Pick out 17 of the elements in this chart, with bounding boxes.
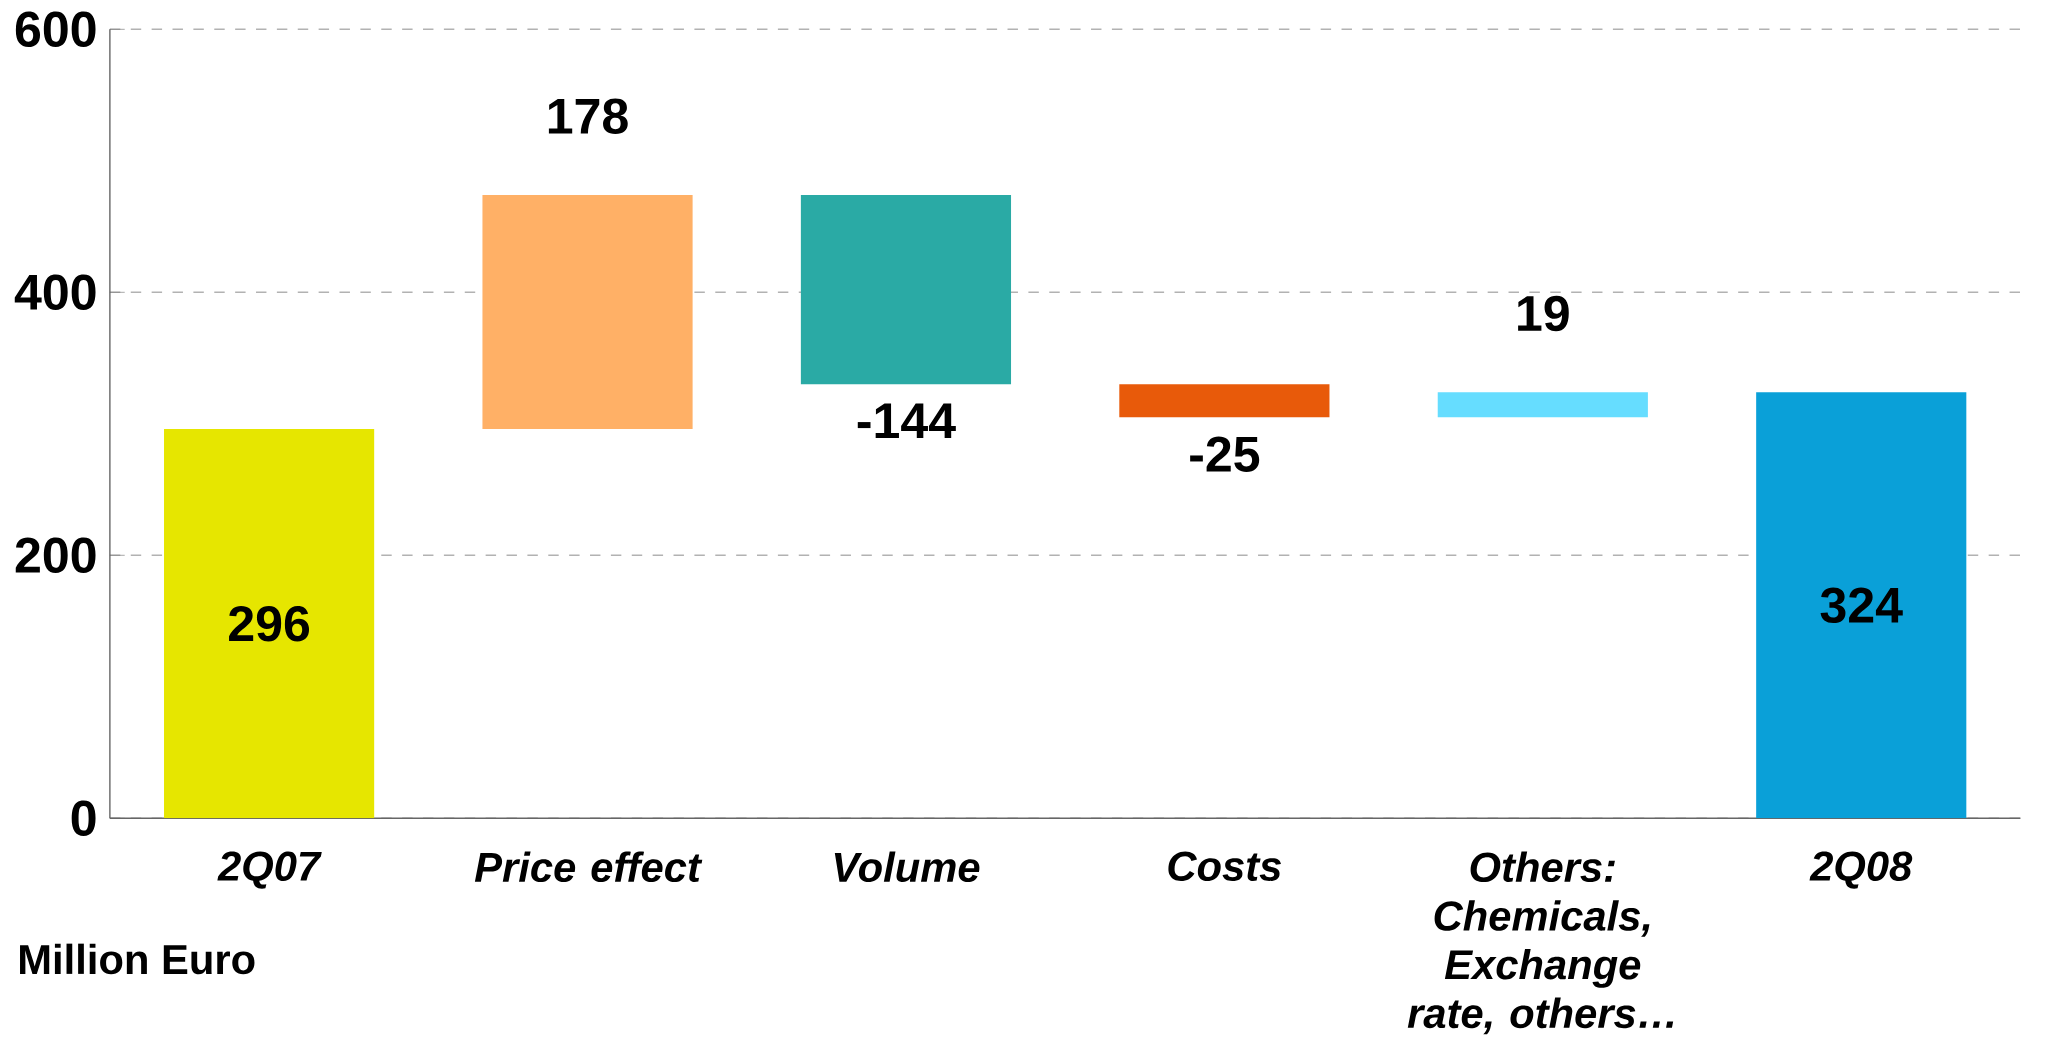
data-label: 324	[1820, 587, 1903, 624]
x-tick-label: 2Q08	[1809, 851, 1913, 889]
data-label: 296	[229, 605, 310, 642]
data-label: -144	[857, 403, 956, 439]
x-tick-label: Costs	[1168, 851, 1281, 882]
x-tick-label: Volume	[834, 851, 980, 883]
data-label: 178	[548, 98, 628, 135]
x-tick-label: 2Q07	[217, 851, 322, 889]
data-label: 19	[1518, 295, 1569, 332]
data-label: -25	[1190, 436, 1260, 472]
y-tick-label: 600	[15, 11, 96, 48]
x-tick-label: Others: Chemicals, Exchange rate, others…	[1407, 851, 1674, 1035]
y-tick-label: 400	[14, 274, 96, 311]
y-tick-label: 0	[71, 800, 96, 837]
text: Million Euro	[20, 943, 255, 975]
x-tick-label: Price effect	[474, 851, 703, 883]
y-tick-label: 200	[15, 537, 96, 574]
